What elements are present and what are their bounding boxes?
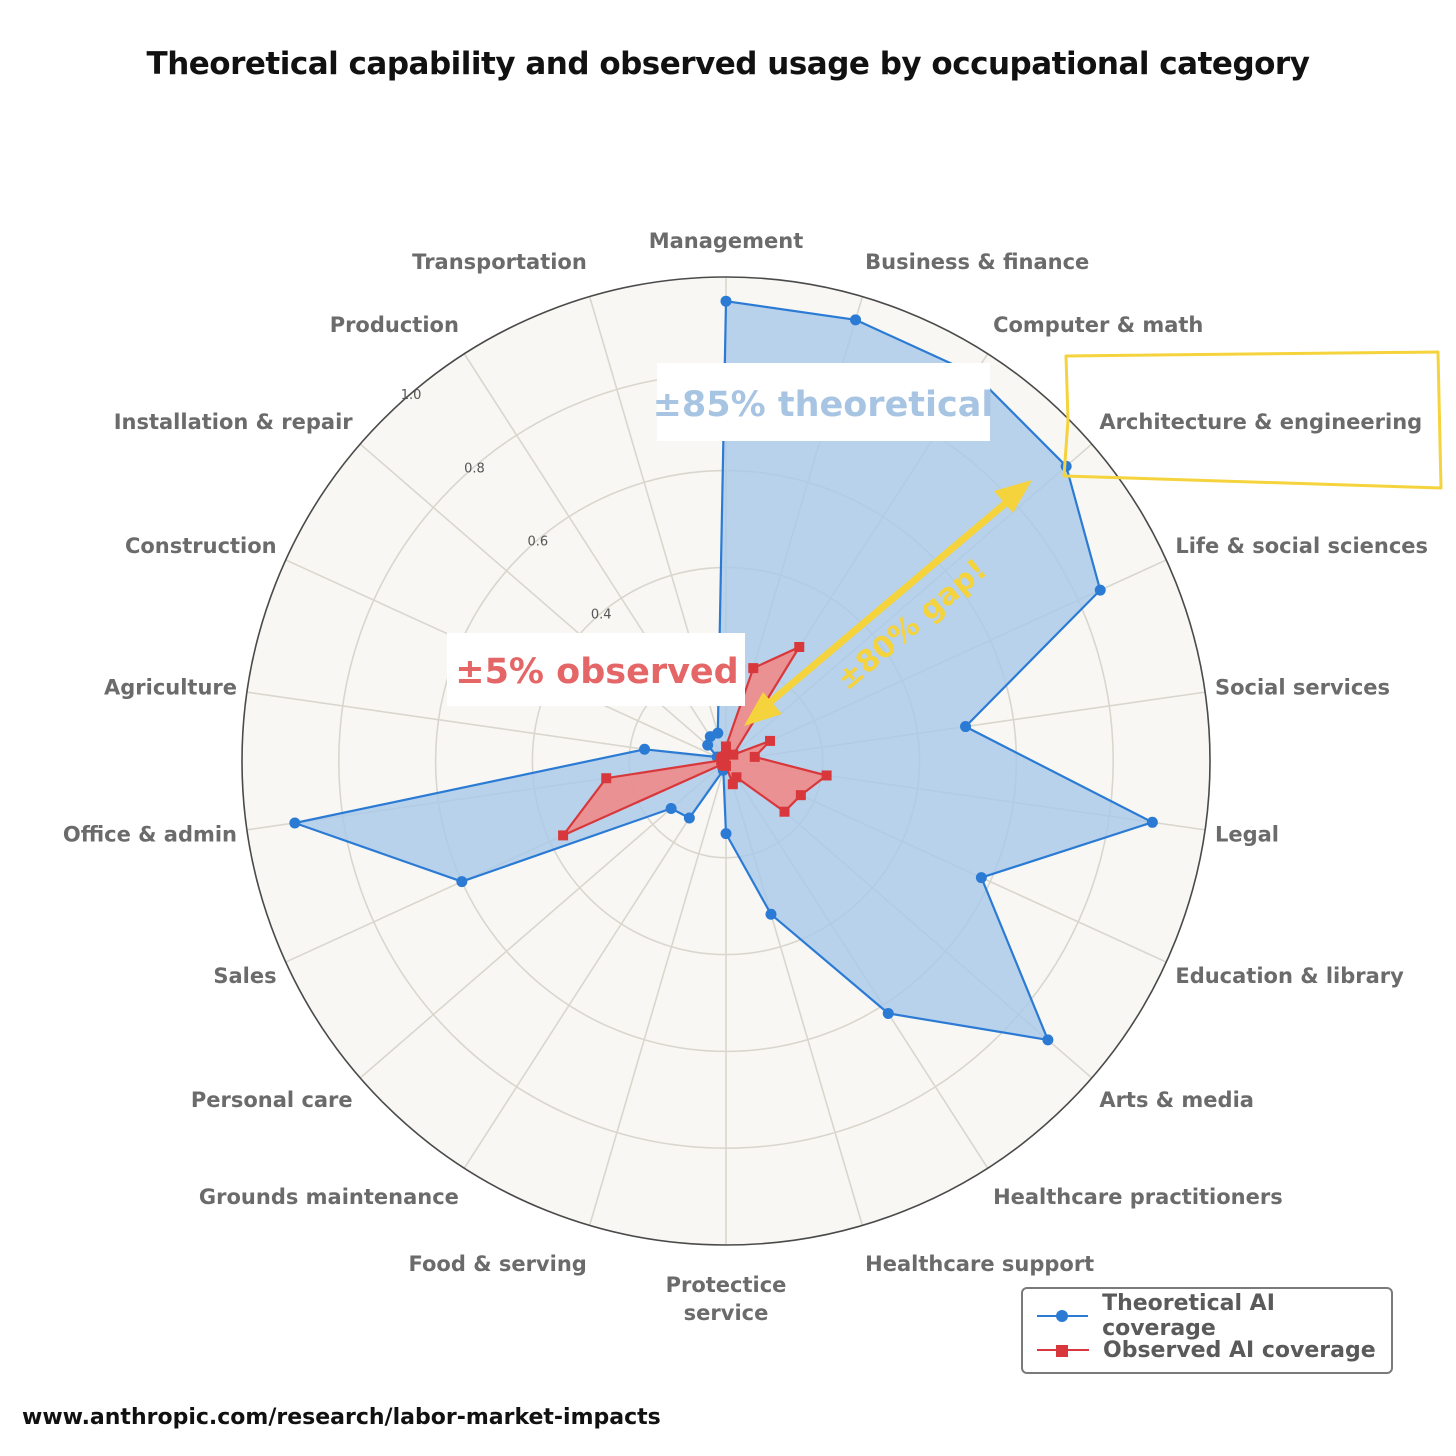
- legend: Theoretical AI coverage Observed AI cove…: [1021, 1287, 1393, 1374]
- theoretical-point: [712, 727, 724, 739]
- chart-title: Theoretical capability and observed usag…: [146, 46, 1310, 82]
- outer-ring: [241, 276, 1211, 1246]
- observed-point: [721, 741, 731, 752]
- category-label: Protectice service: [666, 1273, 787, 1325]
- category-label: Healthcare practitioners: [993, 1185, 1283, 1209]
- observed-point: [601, 773, 612, 784]
- tick-label: 0.8: [464, 461, 485, 476]
- theoretical-point: [720, 828, 732, 840]
- theoretical-point: [456, 876, 468, 888]
- tick-label: 0.4: [591, 608, 612, 623]
- category-label: Production: [330, 313, 459, 337]
- observed-point: [558, 830, 569, 841]
- gap-arrow-head-top: [994, 480, 1032, 513]
- category-label: Personal care: [191, 1088, 353, 1112]
- theoretical-point: [765, 908, 777, 920]
- spoke: [359, 443, 727, 762]
- theoretical-callout: ±85% theoretical: [653, 363, 994, 441]
- category-label: Office & admin: [63, 823, 237, 847]
- category-label: Social services: [1215, 675, 1390, 699]
- tick-labels: 0.4 0.6 0.8 1.0: [401, 388, 612, 622]
- legend-line-observed: [1037, 1345, 1089, 1357]
- theoretical-point: [960, 721, 972, 733]
- legend-item-theoretical: Theoretical AI coverage: [1037, 1291, 1391, 1341]
- category-label: Education & library: [1175, 964, 1404, 988]
- observed-point: [779, 806, 790, 817]
- source-url: www.anthropic.com/research/labor-market-…: [22, 1405, 661, 1430]
- gap-arrow-head-bottom: [744, 692, 782, 726]
- spoke: [588, 760, 727, 1226]
- spoke: [359, 760, 727, 1079]
- tick-label: 0.6: [527, 535, 548, 550]
- spoke: [463, 760, 727, 1169]
- highlight-box: [1062, 350, 1443, 490]
- observed-point: [794, 641, 805, 652]
- observed-point: [728, 749, 739, 760]
- theoretical-point: [665, 803, 677, 815]
- legend-label-observed: Observed AI coverage: [1103, 1337, 1376, 1363]
- legend-item-observed: Observed AI coverage: [1037, 1335, 1376, 1365]
- tick-label: 1.0: [401, 388, 422, 403]
- observed-point: [821, 770, 832, 781]
- category-label: Life & social sciences: [1175, 534, 1428, 558]
- legend-label-theoretical: Theoretical AI coverage: [1102, 1291, 1275, 1341]
- theoretical-point: [975, 872, 987, 884]
- observed-callout: ±5% observed: [447, 633, 745, 706]
- observed-point: [749, 751, 760, 762]
- category-label: Arts & media: [1099, 1088, 1254, 1112]
- theoretical-callout-box: [657, 363, 990, 441]
- observed-point: [731, 772, 742, 783]
- category-label: Transportation: [412, 250, 587, 274]
- category-label: Legal: [1215, 823, 1279, 847]
- category-label: Food & serving: [409, 1252, 587, 1276]
- theoretical-point: [289, 817, 301, 829]
- theoretical-point: [683, 812, 695, 824]
- theoretical-point: [882, 1007, 894, 1019]
- theoretical-point: [702, 739, 714, 751]
- theoretical-point: [1146, 816, 1158, 828]
- observed-point: [719, 751, 730, 762]
- square-marker-icon: [1056, 1345, 1068, 1357]
- observed-point: [795, 790, 806, 801]
- theoretical-point: [1094, 584, 1106, 596]
- category-label: Management: [649, 229, 804, 253]
- category-label: Installation & repair: [114, 410, 354, 434]
- observed-callout-text: ±5% observed: [455, 652, 738, 692]
- theoretical-point: [850, 314, 862, 326]
- theoretical-point: [720, 295, 732, 307]
- category-label: Grounds maintenance: [199, 1185, 459, 1209]
- legend-line-theoretical: [1037, 1310, 1089, 1322]
- theoretical-callout-text: ±85% theoretical: [653, 385, 994, 425]
- category-labels: Management Business & finance Computer & m…: [63, 229, 1428, 1325]
- theoretical-point: [639, 743, 651, 755]
- observed-point: [727, 779, 738, 790]
- theoretical-point: [1042, 1034, 1054, 1046]
- category-label: Agriculture: [104, 675, 237, 699]
- observed-point: [765, 735, 776, 746]
- observed-point: [748, 663, 759, 674]
- category-label: Architecture & engineering: [1099, 410, 1422, 434]
- circle-marker-icon: [1056, 1310, 1068, 1322]
- category-label: Construction: [125, 534, 277, 558]
- category-label: Computer & math: [993, 313, 1203, 337]
- category-label: Healthcare support: [865, 1252, 1094, 1276]
- gap-arrow-shaft: [764, 498, 1011, 708]
- category-label: Sales: [213, 964, 276, 988]
- category-label: Business & finance: [865, 250, 1089, 274]
- observed-callout-box: [447, 633, 745, 706]
